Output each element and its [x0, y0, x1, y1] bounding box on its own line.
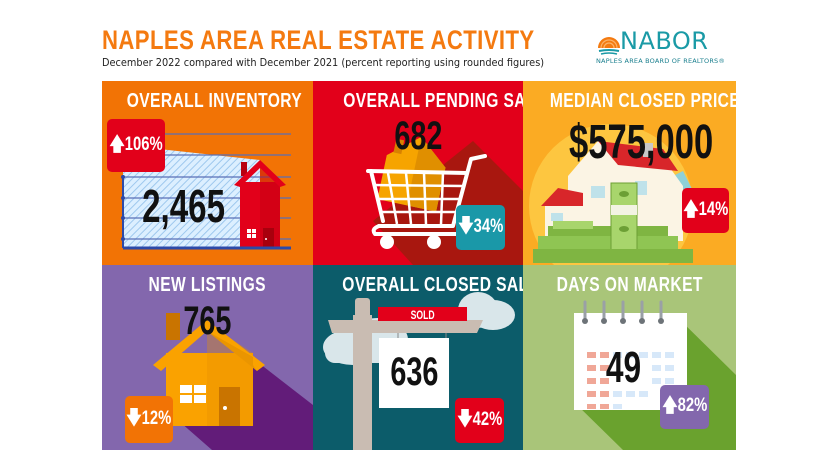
panel-title: OVERALL INVENTORY	[126, 90, 303, 112]
inventory-value: 2,465	[142, 180, 226, 232]
pending-change-badge: 🡇34%	[456, 205, 505, 250]
arrow-down-icon: 🡇	[457, 408, 473, 430]
panel-title: DAYS ON MARKET	[556, 274, 703, 296]
days-on-market-value: 49	[605, 343, 641, 392]
page-subtitle: December 2022 compared with December 202…	[102, 57, 545, 69]
panel-new-listings: NEW LISTINGS 765 🡇12%	[102, 265, 313, 450]
arrow-down-icon: 🡇	[458, 215, 474, 237]
panel-title: OVERALL CLOSED SALES	[342, 274, 523, 296]
closed-sales-value: 636	[389, 350, 439, 394]
closed-change-badge: 🡇42%	[455, 398, 504, 443]
panel-title: NEW LISTINGS	[148, 274, 267, 296]
panel-overall-inventory: OVERALL INVENTORY 2,465 🡅106%	[102, 81, 313, 265]
arrow-up-icon: 🡅	[683, 198, 699, 220]
page-title: NAPLES AREA REAL ESTATE ACTIVITY	[102, 25, 535, 55]
nabor-logo: NABOR NAPLES AREA BOARD OF REALTORS®	[596, 27, 746, 70]
panel-overall-closed-sales: SOLD OVERALL CLOSED SALES 636 🡇42%	[313, 265, 523, 450]
median-price-value: $575,000	[569, 116, 714, 169]
price-change-badge: 🡅14%	[682, 188, 729, 233]
logo-tagline: NAPLES AREA BOARD OF REALTORS®	[596, 57, 726, 65]
inventory-change-badge: 🡅106%	[107, 119, 165, 172]
stats-grid: OVERALL INVENTORY 2,465 🡅106%	[102, 81, 736, 450]
days-change-badge: 🡅82%	[660, 385, 709, 429]
new-listings-value: 765	[182, 299, 232, 343]
panel-days-on-market: DAYS ON MARKET 49 🡅82%	[523, 265, 736, 450]
shell-icon	[598, 37, 620, 55]
pending-value: 682	[393, 114, 443, 158]
arrow-up-icon: 🡅	[662, 395, 678, 416]
arrow-up-icon: 🡅	[109, 133, 125, 155]
sold-sign-icon	[323, 292, 515, 450]
panel-title: OVERALL PENDING SALES	[343, 90, 523, 112]
panel-overall-pending-sales: OVERALL PENDING SALES 682 🡇34%	[313, 81, 523, 265]
listings-change-badge: 🡇12%	[125, 396, 173, 443]
panel-title: MEDIAN CLOSED PRICE	[549, 90, 736, 112]
house-icon	[153, 313, 313, 450]
sold-label: SOLD	[410, 308, 435, 322]
panel-median-closed-price: MEDIAN CLOSED PRICE $575,000 🡅14%	[523, 81, 736, 265]
house-money-icon	[529, 124, 698, 265]
arrow-down-icon: 🡇	[126, 407, 142, 429]
logo-wordmark: NABOR	[620, 27, 709, 55]
